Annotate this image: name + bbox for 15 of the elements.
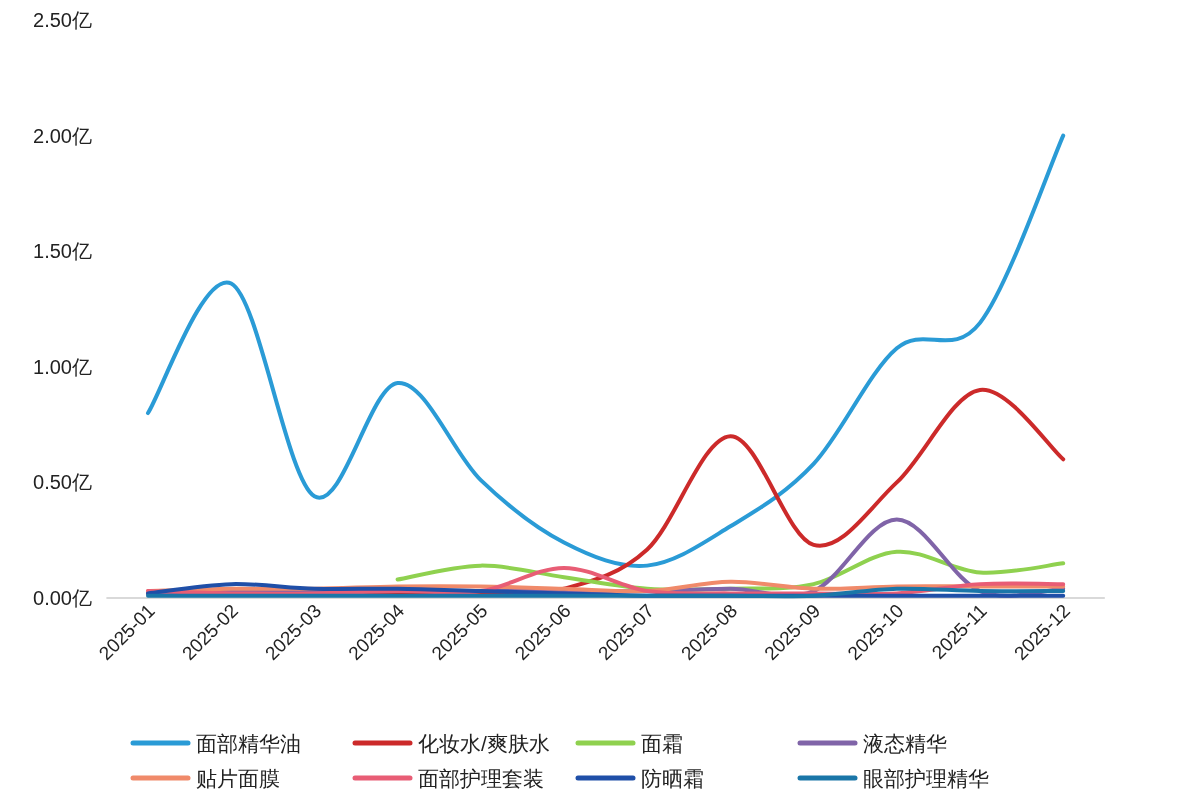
y-tick-label: 1.50亿 [33, 240, 92, 263]
legend-label: 面部精华油 [196, 732, 301, 755]
legend-label: 化妆水/爽肤水 [418, 732, 550, 755]
legend-label: 防晒霜 [641, 767, 704, 790]
line-series [146, 133, 1066, 568]
legend-label: 面霜 [641, 732, 683, 755]
legend-label: 面部护理套装 [418, 767, 544, 790]
legend-label: 贴片面膜 [196, 767, 280, 790]
legend-label: 眼部护理精华 [863, 767, 989, 790]
y-tick-label: 0.50亿 [33, 471, 92, 494]
legend-label: 液态精华 [863, 732, 947, 755]
y-tick-label: 2.00亿 [33, 124, 92, 147]
y-tick-label: 0.00亿 [33, 587, 92, 609]
y-tick-label: 2.50亿 [33, 9, 92, 31]
y-tick-label: 1.00亿 [33, 355, 92, 378]
